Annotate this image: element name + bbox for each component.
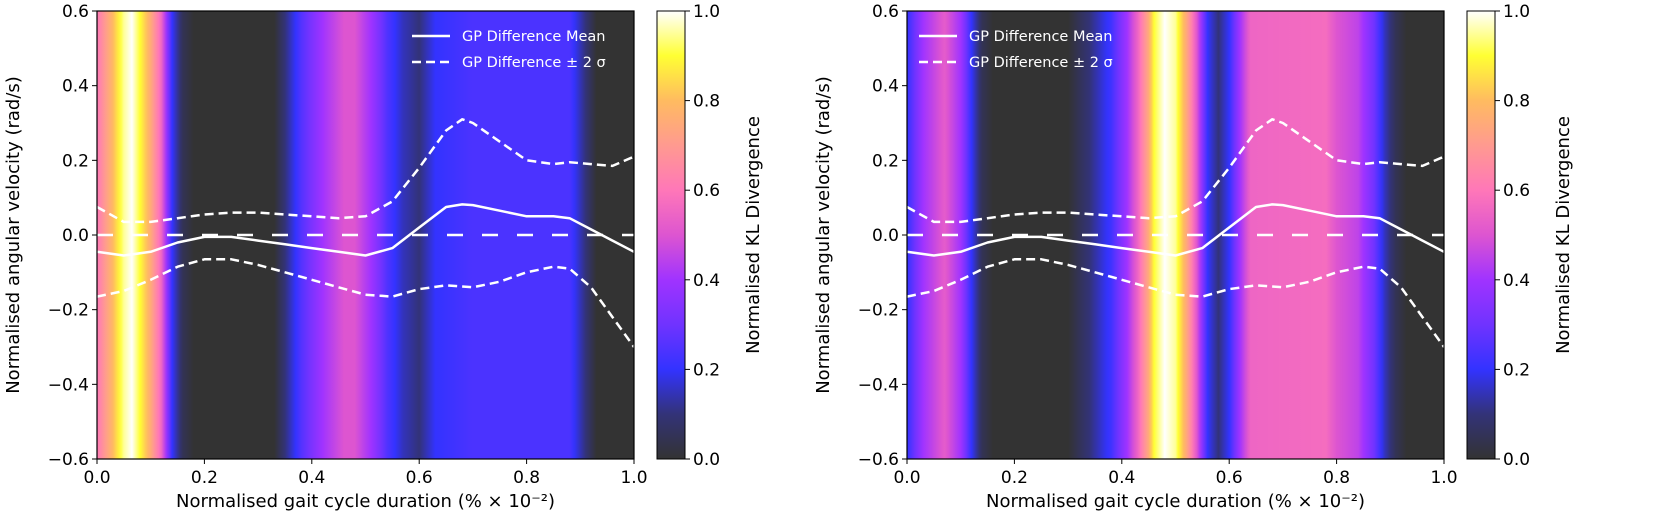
colorbar-tick-label: 0.4	[693, 271, 720, 291]
upper-2sigma-line	[96, 118, 635, 224]
y-tick-label: 0.6	[872, 2, 899, 22]
colorbar-tick-label: 0.2	[693, 360, 720, 380]
y-tick-label: −0.4	[858, 375, 899, 395]
x-tick-label: 0.4	[1108, 468, 1135, 488]
x-tick-label: 0.2	[1001, 468, 1028, 488]
y-tick-label: −0.2	[858, 301, 899, 321]
y-tick-label: −0.6	[858, 450, 899, 470]
colorbar-label: Normalised KL Divergence	[743, 116, 764, 354]
colorbar-tick-label: 0.6	[693, 181, 720, 201]
x-tick-label: 0.0	[893, 468, 920, 488]
colorbar-tick-label: 1.0	[1503, 2, 1530, 22]
colorbar-label: Normalised KL Divergence	[1553, 116, 1574, 354]
legend-entry-mean: GP Difference Mean	[969, 29, 1112, 45]
chart-panel-1: 0.0 0.2 0.4 0.6 0.8 1.0 −0.6 −0.4 −0.2 0.0 0.2 0.4 0…	[3, 2, 764, 512]
x-tick-label: 0.2	[191, 468, 218, 488]
colorbar-tick-label: 0.8	[693, 92, 720, 112]
x-axis-label: Normalised gait cycle duration (% × 10⁻²…	[176, 491, 555, 512]
y-tick-label: 0.4	[62, 77, 89, 97]
y-axis-label: Normalised angular velocity (rad/s)	[3, 76, 24, 394]
colorbar-tick-label: 0.6	[1503, 181, 1530, 201]
y-tick-label: 0.2	[62, 151, 89, 171]
legend-entry-mean: GP Difference Mean	[462, 29, 605, 45]
colorbar-tick-label: 1.0	[693, 2, 720, 22]
colorbar	[656, 10, 686, 460]
kl-divergence-heatmap	[907, 11, 1444, 459]
x-tick-label: 0.4	[298, 468, 325, 488]
x-tick-label: 0.6	[1216, 468, 1243, 488]
x-tick-label: 0.0	[83, 468, 110, 488]
mean-line	[96, 203, 635, 257]
y-tick-label: 0.0	[872, 226, 899, 246]
y-tick-label: −0.6	[48, 450, 89, 470]
colorbar	[1466, 10, 1496, 460]
y-tick-label: 0.4	[872, 77, 899, 97]
y-tick-label: 0.2	[872, 151, 899, 171]
x-axis-label: Normalised gait cycle duration (% × 10⁻²…	[986, 491, 1365, 512]
legend-entry-2sigma: GP Difference ± 2 σ	[969, 55, 1113, 71]
y-tick-label: 0.0	[62, 226, 89, 246]
mean-line	[906, 203, 1445, 257]
colorbar-tick-label: 0.0	[693, 450, 720, 470]
x-tick-label: 1.0	[620, 468, 647, 488]
x-tick-label: 1.0	[1430, 468, 1457, 488]
lower-2sigma-line	[906, 258, 1446, 348]
x-tick-label: 0.8	[1323, 468, 1350, 488]
y-tick-label: 0.6	[62, 2, 89, 22]
y-tick-label: −0.2	[48, 301, 89, 321]
upper-2sigma-line	[906, 118, 1445, 224]
x-tick-label: 0.8	[513, 468, 540, 488]
colorbar-tick-label: 0.0	[1503, 450, 1530, 470]
y-axis-label: Normalised angular velocity (rad/s)	[813, 76, 834, 394]
colorbar-tick-label: 0.8	[1503, 92, 1530, 112]
x-tick-label: 0.6	[406, 468, 433, 488]
chart-panel-2: 0.0 0.2 0.4 0.6 0.8 1.0 −0.6 −0.4 −0.2 0.0 0.2 0.4 0…	[813, 2, 1574, 512]
legend-entry-2sigma: GP Difference ± 2 σ	[462, 55, 606, 71]
kl-divergence-heatmap	[97, 11, 634, 459]
y-tick-label: −0.4	[48, 375, 89, 395]
colorbar-tick-label: 0.4	[1503, 271, 1530, 291]
lower-2sigma-line	[96, 258, 636, 348]
colorbar-tick-label: 0.2	[1503, 360, 1530, 380]
